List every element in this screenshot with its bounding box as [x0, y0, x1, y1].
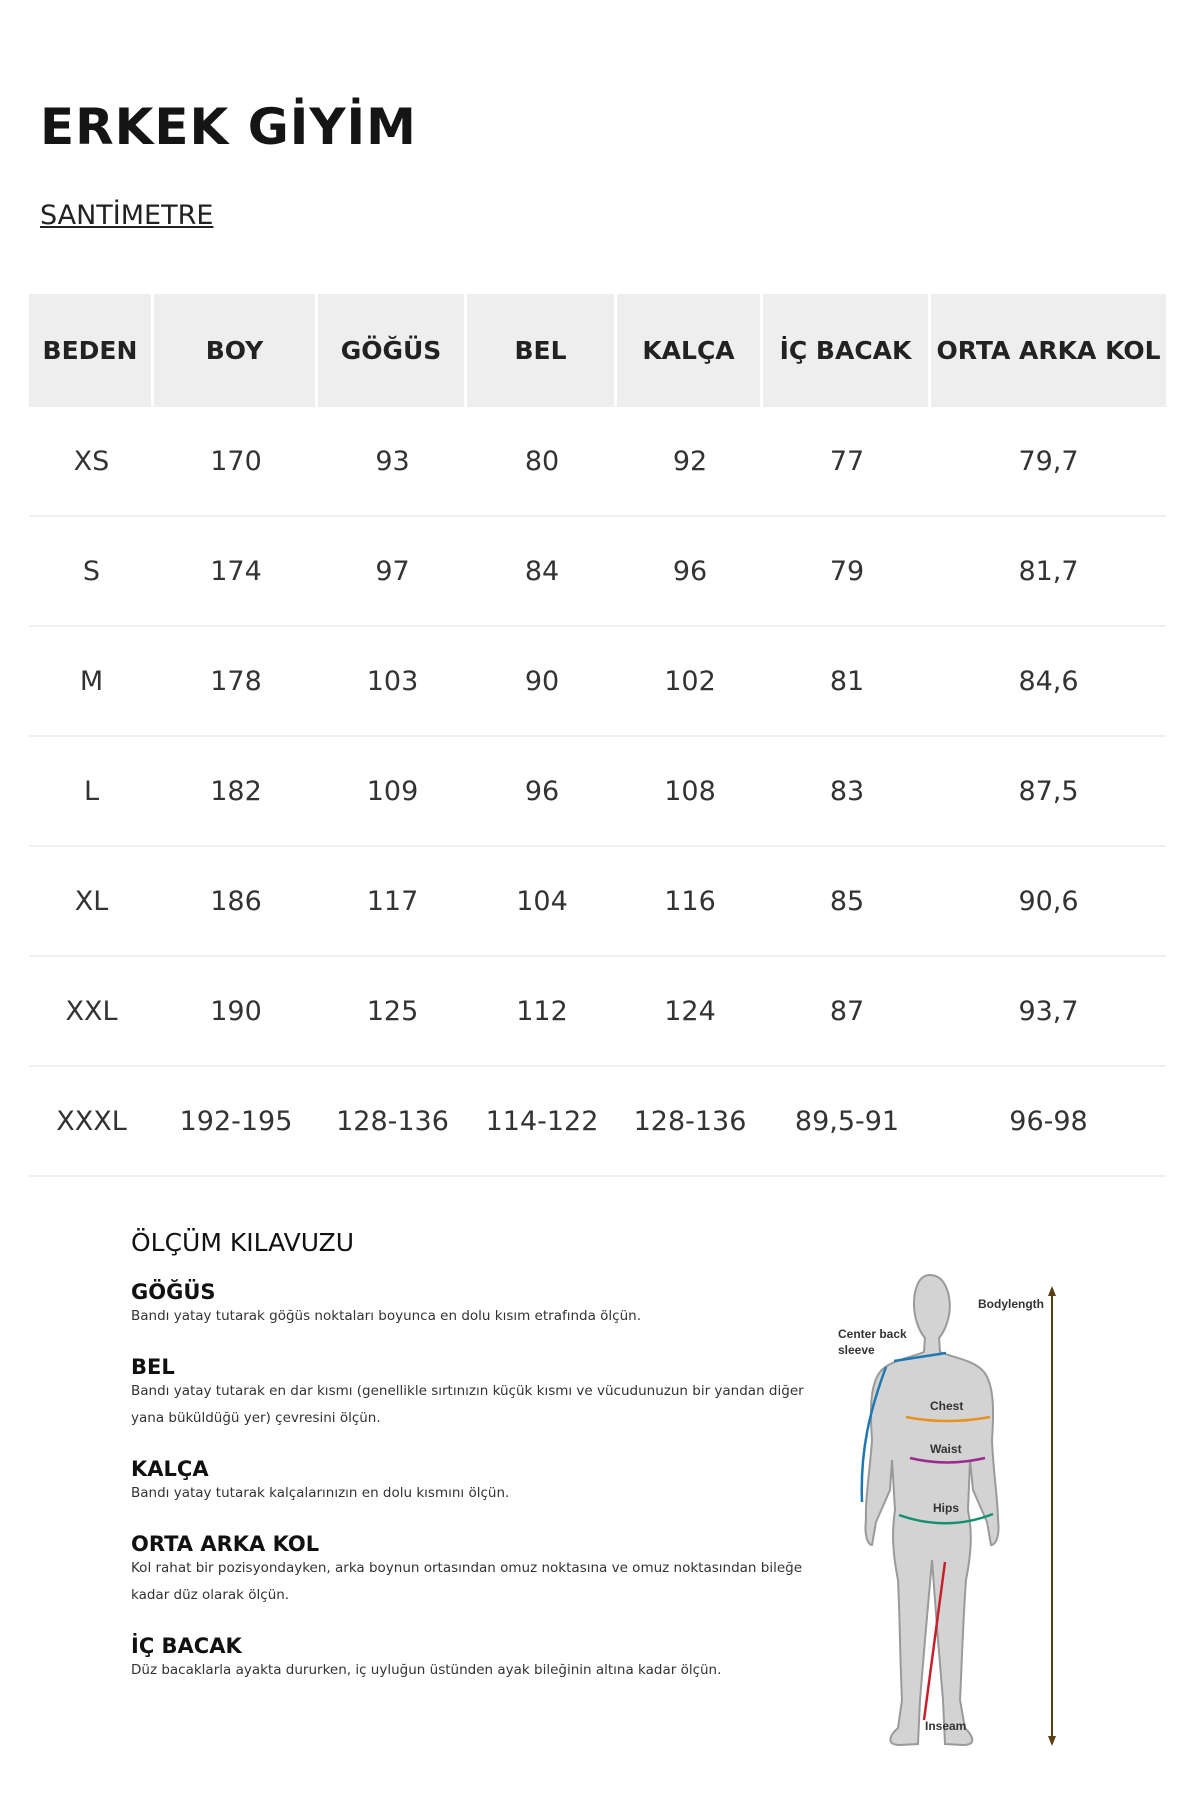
column-header: GÖĞÜS [318, 294, 467, 407]
table-cell: 81,7 [931, 517, 1166, 627]
table-row: XL 186 117 104 116 85 90,6 [29, 847, 1166, 957]
table-cell: 128-136 [318, 1067, 467, 1177]
label-waist: Waist [930, 1442, 962, 1456]
table-cell: 80 [467, 407, 617, 517]
table-cell: 192-195 [154, 1067, 318, 1177]
guide-section-text: Kol rahat bir pozisyondayken, arka boynu… [131, 1560, 803, 1603]
table-cell: 182 [154, 737, 318, 847]
table-cell: L [29, 737, 154, 847]
table-cell: 93,7 [931, 957, 1166, 1067]
guide-title: ÖLÇÜM KILAVUZU [131, 1228, 355, 1257]
table-cell: 102 [617, 627, 763, 737]
waist-arrow [909, 1456, 986, 1464]
table-cell: 109 [318, 737, 467, 847]
table-row: XS 170 93 80 92 77 79,7 [29, 407, 1166, 517]
guide-section-title: İÇ BACAK [131, 1634, 242, 1658]
measurement-guide: ÖLÇÜM KILAVUZU GÖĞÜS Bandı yatay tutarak … [131, 1228, 811, 1710]
unit-link[interactable]: SANTİMETRE [40, 200, 214, 231]
table-cell: 174 [154, 517, 318, 627]
table-cell: 96 [467, 737, 617, 847]
guide-section: BEL Bandı yatay tutarak en dar kısmı (gen… [131, 1356, 811, 1432]
body-measurement-figure: Bodylength Center back sleeve Chest Wais… [838, 1273, 1056, 1747]
table-cell: XS [29, 407, 154, 517]
table-cell: 186 [154, 847, 318, 957]
table-cell: 125 [318, 957, 467, 1067]
column-header: BEL [467, 294, 617, 407]
table-row: M 178 103 90 102 81 84,6 [29, 627, 1166, 737]
column-header: İÇ BACAK [763, 294, 931, 407]
table-row: S 174 97 84 96 79 81,7 [29, 517, 1166, 627]
table-cell: 81 [763, 627, 931, 737]
table-row: L 182 109 96 108 83 87,5 [29, 737, 1166, 847]
table-header-row: BEDEN BOY GÖĞÜS BEL KALÇA İÇ BACAK ORTA ARKA K… [29, 294, 1166, 407]
guide-section-title: ORTA ARKA KOL [131, 1532, 320, 1556]
table-cell: 170 [154, 407, 318, 517]
table-cell: 117 [318, 847, 467, 957]
guide-section-text: Bandı yatay tutarak en dar kısmı (genell… [131, 1383, 804, 1426]
label-hips: Hips [933, 1501, 959, 1515]
table-cell: 114-122 [467, 1067, 617, 1177]
table-cell: 89,5-91 [763, 1067, 931, 1177]
table-cell: 79,7 [931, 407, 1166, 517]
size-table: BEDEN BOY GÖĞÜS BEL KALÇA İÇ BACAK ORTA ARKA K… [29, 294, 1166, 1177]
table-cell: 85 [763, 847, 931, 957]
table-cell: 97 [318, 517, 467, 627]
table-row: XXXL 192-195 128-136 114-122 128-136 89,5-91 9… [29, 1067, 1166, 1177]
table-cell: XXXL [29, 1067, 154, 1177]
table-cell: M [29, 627, 154, 737]
label-inseam: Inseam [925, 1719, 966, 1733]
table-cell: 112 [467, 957, 617, 1067]
table-cell: 87,5 [931, 737, 1166, 847]
table-cell: 96-98 [931, 1067, 1166, 1177]
guide-section: İÇ BACAK Düz bacaklarla ayakta dururken, … [131, 1635, 811, 1684]
table-cell: 108 [617, 737, 763, 847]
table-row: XXL 190 125 112 124 87 93,7 [29, 957, 1166, 1067]
table-cell: 92 [617, 407, 763, 517]
table-cell: S [29, 517, 154, 627]
table-cell: 84,6 [931, 627, 1166, 737]
guide-section-text: Bandı yatay tutarak göğüs noktaları boyu… [131, 1308, 641, 1324]
guide-section: GÖĞÜS Bandı yatay tutarak göğüs noktaları… [131, 1281, 811, 1330]
sleeve-arrow [860, 1351, 947, 1503]
inseam-arrow [922, 1561, 947, 1721]
hips-arrow [898, 1512, 994, 1525]
column-header: KALÇA [617, 294, 763, 407]
table-cell: 103 [318, 627, 467, 737]
body-silhouette [864, 1273, 1000, 1747]
table-cell: 116 [617, 847, 763, 957]
guide-section: KALÇA Bandı yatay tutarak kalçalarınızın … [131, 1458, 811, 1507]
table-cell: 90 [467, 627, 617, 737]
table-cell: 178 [154, 627, 318, 737]
table-cell: 87 [763, 957, 931, 1067]
guide-section-title: BEL [131, 1355, 175, 1379]
label-chest: Chest [930, 1399, 963, 1413]
table-cell: 77 [763, 407, 931, 517]
column-header: BOY [154, 294, 318, 407]
guide-section-title: GÖĞÜS [131, 1280, 216, 1304]
guide-section: ORTA ARKA KOL Kol rahat bir pozisyondayke… [131, 1533, 811, 1609]
table-cell: XXL [29, 957, 154, 1067]
table-cell: 124 [617, 957, 763, 1067]
guide-section-text: Düz bacaklarla ayakta dururken, iç uyluğ… [131, 1662, 722, 1678]
page-title: ERKEK GİYİM [40, 98, 417, 156]
guide-section-text: Bandı yatay tutarak kalçalarınızın en do… [131, 1485, 510, 1501]
label-bodylength: Bodylength [978, 1297, 1044, 1311]
guide-section-title: KALÇA [131, 1457, 209, 1481]
table-cell: 84 [467, 517, 617, 627]
label-sleeve: Center back [838, 1327, 907, 1341]
table-cell: 93 [318, 407, 467, 517]
table-cell: 128-136 [617, 1067, 763, 1177]
table-cell: XL [29, 847, 154, 957]
table-cell: 79 [763, 517, 931, 627]
table-cell: 83 [763, 737, 931, 847]
column-header: BEDEN [29, 294, 154, 407]
table-cell: 90,6 [931, 847, 1166, 957]
chest-arrow [905, 1415, 991, 1423]
table-cell: 96 [617, 517, 763, 627]
column-header: ORTA ARKA KOL [931, 294, 1166, 407]
label-sleeve-2: sleeve [838, 1343, 875, 1357]
table-cell: 104 [467, 847, 617, 957]
table-cell: 190 [154, 957, 318, 1067]
